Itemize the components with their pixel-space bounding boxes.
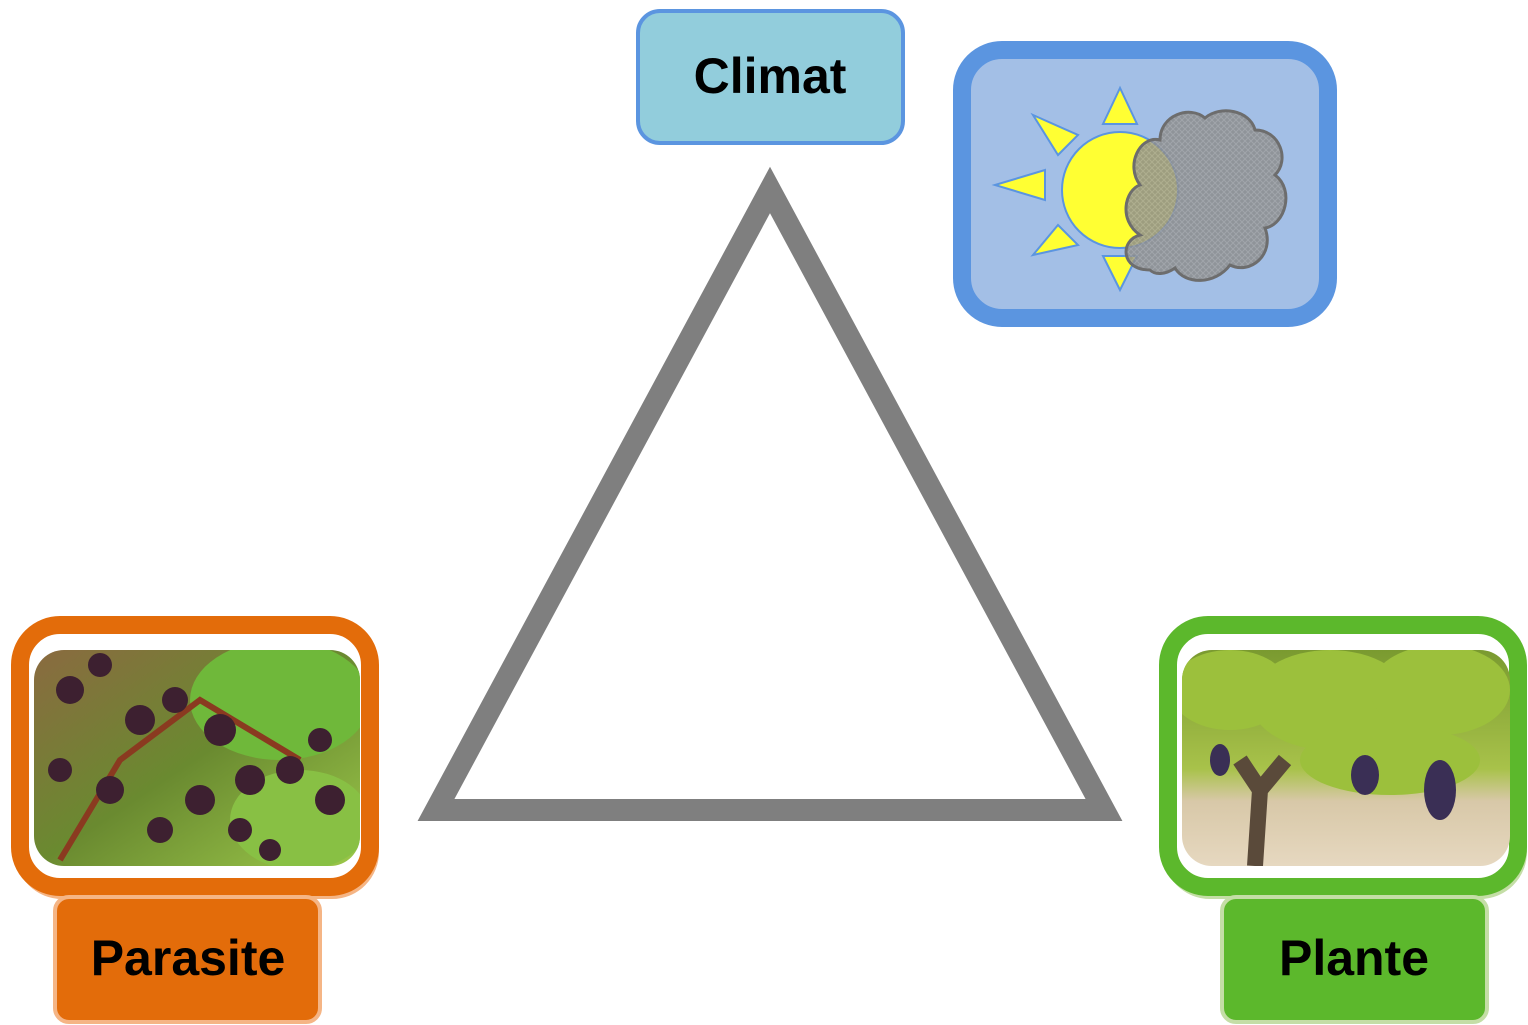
page: Climat — [0, 0, 1528, 1025]
parasite-label: Parasite — [91, 930, 286, 986]
weather-icon — [962, 50, 1328, 318]
parasite-photo — [34, 640, 370, 870]
diagram: Climat — [0, 0, 1528, 1025]
parasite-node: Parasite — [20, 625, 372, 1022]
plante-node: Plante — [1168, 625, 1520, 1022]
plante-label: Plante — [1279, 930, 1429, 986]
climat-node: Climat — [638, 11, 903, 143]
climat-label: Climat — [694, 48, 847, 104]
plante-photo — [1170, 645, 1510, 866]
